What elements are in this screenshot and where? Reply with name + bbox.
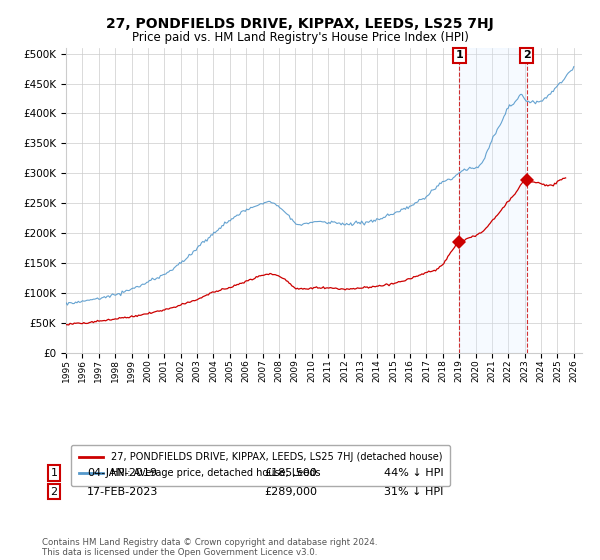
Text: £185,500: £185,500 [264, 468, 317, 478]
Text: 1: 1 [50, 468, 58, 478]
Text: 27, PONDFIELDS DRIVE, KIPPAX, LEEDS, LS25 7HJ: 27, PONDFIELDS DRIVE, KIPPAX, LEEDS, LS2… [106, 17, 494, 31]
Text: Contains HM Land Registry data © Crown copyright and database right 2024.
This d: Contains HM Land Registry data © Crown c… [42, 538, 377, 557]
Text: Price paid vs. HM Land Registry's House Price Index (HPI): Price paid vs. HM Land Registry's House … [131, 31, 469, 44]
Text: 2: 2 [50, 487, 58, 497]
Text: 17-FEB-2023: 17-FEB-2023 [87, 487, 158, 497]
Text: 1: 1 [455, 50, 463, 60]
Legend: 27, PONDFIELDS DRIVE, KIPPAX, LEEDS, LS25 7HJ (detached house), HPI: Average pri: 27, PONDFIELDS DRIVE, KIPPAX, LEEDS, LS2… [71, 445, 450, 486]
Text: £289,000: £289,000 [264, 487, 317, 497]
Bar [460, 48, 527, 353]
Text: 31% ↓ HPI: 31% ↓ HPI [384, 487, 443, 497]
Text: 04-JAN-2019: 04-JAN-2019 [87, 468, 157, 478]
Text: 44% ↓ HPI: 44% ↓ HPI [384, 468, 443, 478]
Text: 2: 2 [523, 50, 530, 60]
